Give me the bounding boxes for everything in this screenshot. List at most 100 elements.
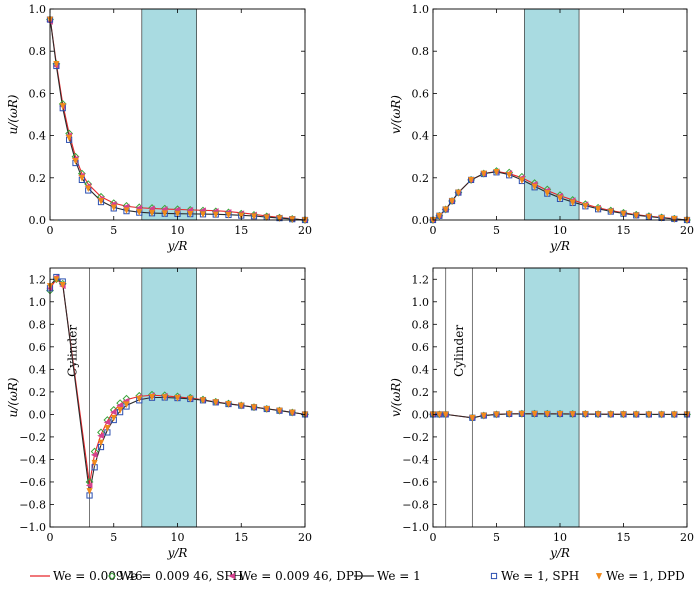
x-tick-label: 0 <box>430 531 437 544</box>
x-tick-label: 15 <box>234 531 248 544</box>
data-point-we1_dpd <box>289 409 296 417</box>
shaded-band <box>141 8 197 221</box>
data-point-we1_dpd <box>658 214 665 222</box>
data-point-we1_dpd <box>110 414 117 422</box>
y-tick-label: 0.2 <box>412 172 430 185</box>
y-tick-label: 0.4 <box>29 363 47 376</box>
y-tick-label: 1.2 <box>29 273 47 286</box>
data-point-we1_dpd <box>544 411 551 418</box>
y-tick-label: 0.8 <box>412 318 430 331</box>
y-tick-label: −0.4 <box>19 453 46 466</box>
y-tick-label: 0.2 <box>29 172 47 185</box>
data-point-we1_dpd <box>187 210 194 218</box>
cylinder-label: Cylinder <box>452 325 466 377</box>
data-point-we1_dpd <box>607 208 614 216</box>
data-point-we1_dpd <box>72 158 79 165</box>
y-tick-label: −1.0 <box>402 521 429 534</box>
data-point-we1_dpd <box>480 170 487 178</box>
panel-1: 0 5 10 15 20 0.0 0.2 0.4 0.6 0.8 1.0 y/R u/(ωR) <box>6 3 312 253</box>
data-point-we1_dpd <box>110 204 117 212</box>
x-tick-label: 15 <box>617 531 631 544</box>
y-tick-label: −0.8 <box>402 498 429 511</box>
y-tick-label: −0.6 <box>19 476 46 489</box>
x-tick-label: 20 <box>680 224 694 237</box>
x-tick-label: 15 <box>617 224 631 237</box>
y-tick-label: 1.0 <box>412 296 430 309</box>
legend-label: We = 1, SPH <box>501 569 579 583</box>
legend-label: We = 0.009 46, DPD <box>239 569 364 583</box>
y-tick-label: 0.0 <box>412 214 430 227</box>
data-point-we_small_dpd <box>148 205 155 212</box>
data-point-we1_dpd <box>174 394 181 402</box>
data-point-we_small_dpd <box>97 432 104 439</box>
data-point-we1_dpd <box>187 395 194 403</box>
shaded-band <box>524 8 580 221</box>
y-tick-label: −1.0 <box>19 521 46 534</box>
data-point-we1_dpd <box>506 171 513 179</box>
legend-marker-we_small_sph <box>108 572 116 580</box>
y-tick-label: 0.2 <box>29 386 47 399</box>
legend-label: We = 1, DPD <box>606 569 685 583</box>
data-point-we_small_dpd <box>116 402 124 409</box>
data-point-we1_dpd <box>199 397 207 404</box>
data-point-we1_dpd <box>59 103 66 110</box>
y-tick-label: 0.6 <box>29 87 47 100</box>
x-tick-label: 10 <box>171 224 185 237</box>
panel-4: Cylinder 0 5 10 15 20 −1.0 −0.8 −0.6 −0.4 −0.2 0.0 0… <box>389 267 694 560</box>
data-point-we1_dpd <box>436 212 443 220</box>
data-point-we1_dpd <box>117 406 124 414</box>
data-point-we1_dpd <box>250 404 258 411</box>
data-point-we1_dpd <box>480 412 487 420</box>
y-tick-label: −0.6 <box>402 476 429 489</box>
y-tick-label: 0.4 <box>29 130 47 143</box>
y-tick-label: 0.6 <box>412 341 430 354</box>
data-point-we1_dpd <box>123 207 130 215</box>
data-point-we1_dpd <box>97 198 105 205</box>
y-tick-label: 1.0 <box>412 3 430 16</box>
data-point-we1_dpd <box>289 216 296 223</box>
data-point-we1_dpd <box>518 177 525 185</box>
data-point-we1_dpd <box>148 209 156 217</box>
y-tick-label: 0.8 <box>29 318 47 331</box>
data-point-we1_dpd <box>469 414 476 422</box>
y-tick-label: 0.8 <box>412 45 430 58</box>
data-point-we_small_dpd <box>110 409 117 416</box>
data-point-we1_dpd <box>455 189 462 197</box>
x-tick-label: 5 <box>493 224 500 237</box>
x-axis-label: y/R <box>167 239 188 253</box>
x-tick-label: 20 <box>298 531 312 544</box>
data-point-we1_dpd <box>174 210 181 218</box>
legend-marker-we1_sph <box>490 572 498 580</box>
y-axis-label: v/(ωR) <box>389 95 403 134</box>
data-point-we1_dpd <box>582 203 589 210</box>
data-point-we1_dpd <box>212 211 219 219</box>
data-point-we1_dpd <box>199 211 207 218</box>
data-point-we1_dpd <box>263 405 270 413</box>
data-point-we1_dpd <box>531 410 538 418</box>
y-tick-label: 1.0 <box>29 296 47 309</box>
data-point-we1_dpd <box>225 401 232 408</box>
y-tick-label: 0.6 <box>412 87 430 100</box>
data-point-we_small_dpd <box>103 419 111 426</box>
legend-marker-we_small_dpd <box>228 572 235 580</box>
data-point-we1_dpd <box>250 213 258 220</box>
y-tick-label: −0.2 <box>402 431 429 444</box>
x-tick-label: 15 <box>234 224 248 237</box>
data-point-we1_dpd <box>148 394 156 401</box>
data-point-we1_dpd <box>276 215 283 222</box>
data-point-we1_dpd <box>620 210 627 218</box>
data-point-we_small_dpd <box>90 451 98 459</box>
data-point-we1_dpd <box>276 407 283 415</box>
data-point-we1_dpd <box>645 213 652 221</box>
x-axis-label: y/R <box>167 546 188 560</box>
cylinder-label: Cylinder <box>65 325 79 377</box>
legend-label: We = 0.009 46 <box>53 569 143 583</box>
y-tick-label: −0.8 <box>19 498 46 511</box>
data-point-we1_dpd <box>493 411 500 419</box>
data-point-we1_dpd <box>531 183 538 191</box>
y-tick-label: −0.4 <box>402 453 429 466</box>
data-point-we1_dpd <box>53 60 60 68</box>
data-point-we1_dpd <box>468 177 475 184</box>
data-point-we1_dpd <box>595 206 602 213</box>
